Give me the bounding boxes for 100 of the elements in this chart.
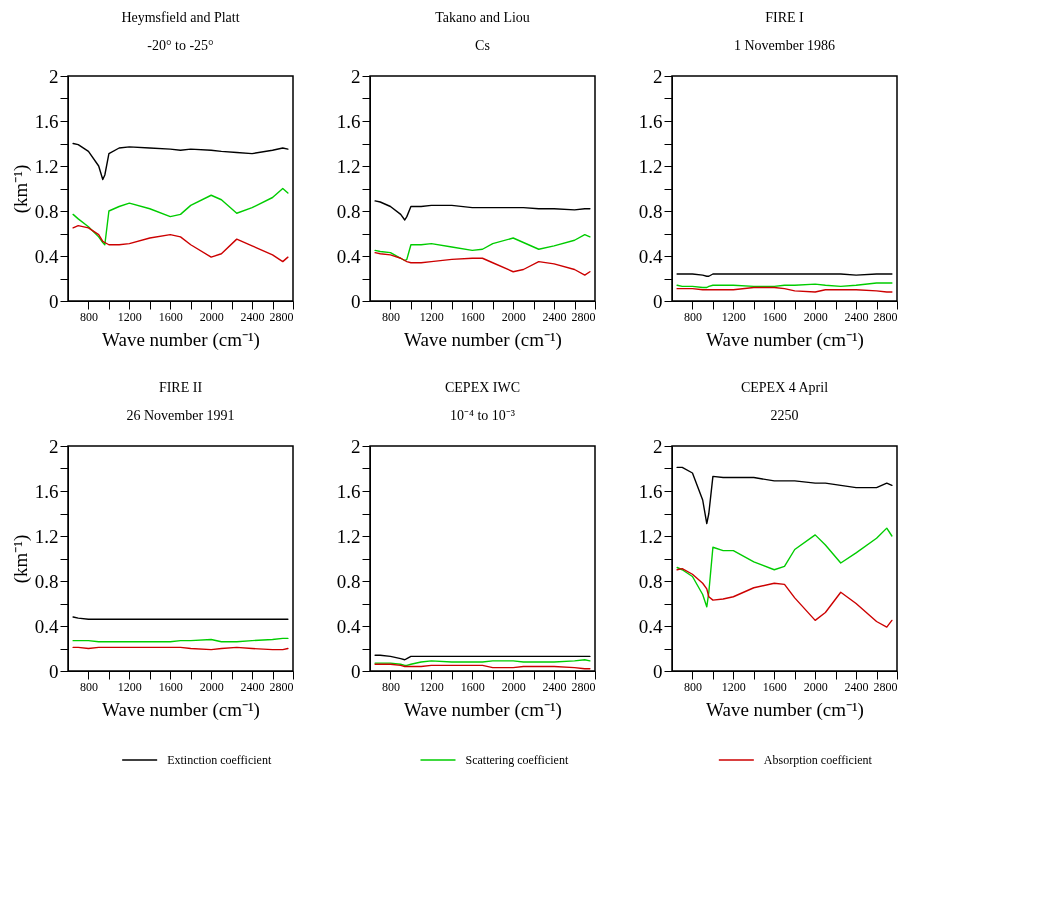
x-tick-label: 2400 xyxy=(844,309,869,324)
chart-subtitle: Cs xyxy=(475,38,490,53)
y-tick-label: 0.4 xyxy=(34,245,59,267)
line-series xyxy=(676,466,893,525)
y-tick-label: 0 xyxy=(653,290,663,312)
x-tick-label: 2000 xyxy=(803,309,828,324)
y-tick-label: 0.8 xyxy=(34,200,59,222)
y-tick-label: 0.4 xyxy=(34,615,59,637)
y-tick-label: 1.2 xyxy=(34,155,59,177)
y-tick-label: 2 xyxy=(653,65,663,87)
y-tick-label: 1.2 xyxy=(336,525,361,547)
y-tick-label: 2 xyxy=(351,435,361,457)
x-axis-title: Wave number (cm⁻¹) xyxy=(404,328,562,351)
y-axis-title: (km⁻¹) xyxy=(9,534,32,584)
y-tick-label: 1.2 xyxy=(336,155,361,177)
line-series xyxy=(374,200,591,221)
chart-title: Takano and Liou xyxy=(435,10,530,25)
line-series xyxy=(72,187,289,246)
x-tick-label: 2800 xyxy=(571,309,596,324)
x-tick-label: 2000 xyxy=(199,679,224,694)
y-tick-label: 0 xyxy=(351,290,361,312)
chart-title: Heymsfield and Platt xyxy=(121,10,240,25)
x-tick-label: 1600 xyxy=(762,309,787,324)
x-tick-label: 800 xyxy=(683,309,702,324)
chart-title: FIRE I xyxy=(765,10,805,25)
legend-label: Scattering coefficient xyxy=(465,753,569,767)
y-tick-label: 1.2 xyxy=(638,155,663,177)
x-tick-label: 2400 xyxy=(542,679,567,694)
x-tick-label: 1600 xyxy=(762,679,787,694)
x-tick-label: 2800 xyxy=(571,679,596,694)
y-tick-label: 2 xyxy=(351,65,361,87)
x-tick-label: 800 xyxy=(381,309,400,324)
x-tick-label: 2400 xyxy=(844,679,869,694)
y-tick-label: 0 xyxy=(49,290,59,312)
y-tick-label: 0.8 xyxy=(336,200,361,222)
y-tick-label: 2 xyxy=(653,435,663,457)
y-tick-label: 2 xyxy=(49,65,59,87)
x-tick-label: 800 xyxy=(79,309,98,324)
x-tick-label: 1200 xyxy=(117,309,142,324)
y-tick-label: 1.6 xyxy=(638,110,663,132)
x-tick-label: 2400 xyxy=(542,309,567,324)
x-tick-label: 800 xyxy=(79,679,98,694)
chart-subtitle: 1 November 1986 xyxy=(733,38,836,53)
line-series xyxy=(72,224,289,263)
y-tick-label: 0.4 xyxy=(336,245,361,267)
x-axis-title: Wave number (cm⁻¹) xyxy=(102,698,260,721)
x-tick-label: 1200 xyxy=(419,309,444,324)
x-tick-label: 1600 xyxy=(158,679,183,694)
x-tick-label: 2000 xyxy=(501,309,526,324)
x-axis-title: Wave number (cm⁻¹) xyxy=(706,698,864,721)
y-tick-label: 0.4 xyxy=(638,615,663,637)
x-axis-title: Wave number (cm⁻¹) xyxy=(706,328,864,351)
line-series xyxy=(676,567,893,628)
y-tick-label: 0.8 xyxy=(336,570,361,592)
chart-title: CEPEX IWC xyxy=(444,380,521,395)
x-tick-label: 2000 xyxy=(803,679,828,694)
x-tick-label: 800 xyxy=(381,679,400,694)
y-tick-label: 1.6 xyxy=(336,110,361,132)
y-tick-label: 1.2 xyxy=(638,525,663,547)
x-axis-title: Wave number (cm⁻¹) xyxy=(404,698,562,721)
y-tick-label: 0 xyxy=(49,660,59,682)
line-series xyxy=(72,142,289,181)
y-tick-label: 2 xyxy=(49,435,59,457)
x-tick-label: 1200 xyxy=(721,309,746,324)
line-series xyxy=(374,251,591,276)
chart-title: CEPEX 4 April xyxy=(740,380,829,395)
x-tick-label: 2800 xyxy=(269,679,294,694)
y-tick-label: 1.2 xyxy=(34,525,59,547)
x-tick-label: 2800 xyxy=(873,309,898,324)
chart-subtitle: 10⁻⁴ to 10⁻³ xyxy=(450,408,515,423)
legend-label: Absorption coefficient xyxy=(763,753,873,767)
y-tick-label: 0 xyxy=(653,660,663,682)
y-tick-label: 0.4 xyxy=(336,615,361,637)
x-tick-label: 800 xyxy=(683,679,702,694)
line-series xyxy=(676,527,893,608)
y-axis-title: (km⁻¹) xyxy=(9,164,32,214)
x-tick-label: 1600 xyxy=(158,309,183,324)
y-tick-label: 1.6 xyxy=(34,480,59,502)
line-series xyxy=(374,233,591,262)
x-tick-label: 1600 xyxy=(460,679,485,694)
y-tick-label: 1.6 xyxy=(336,480,361,502)
y-tick-label: 0.8 xyxy=(638,570,663,592)
chart-subtitle: 26 November 1991 xyxy=(126,408,235,423)
x-tick-label: 2800 xyxy=(873,679,898,694)
x-tick-label: 1200 xyxy=(419,679,444,694)
x-tick-label: 2800 xyxy=(269,309,294,324)
chart-title: FIRE II xyxy=(158,380,203,395)
x-tick-label: 1200 xyxy=(721,679,746,694)
chart-subtitle: -20° to -25° xyxy=(147,38,214,53)
chart-subtitle: 2250 xyxy=(770,408,799,423)
x-tick-label: 1600 xyxy=(460,309,485,324)
y-tick-label: 0.4 xyxy=(638,245,663,267)
x-tick-label: 2000 xyxy=(501,679,526,694)
x-tick-label: 2000 xyxy=(199,309,224,324)
y-tick-label: 1.6 xyxy=(638,480,663,502)
legend-label: Extinction coefficient xyxy=(167,753,272,767)
x-tick-label: 1200 xyxy=(117,679,142,694)
y-tick-label: 1.6 xyxy=(34,110,59,132)
x-axis-title: Wave number (cm⁻¹) xyxy=(102,328,260,351)
y-tick-label: 0.8 xyxy=(34,570,59,592)
